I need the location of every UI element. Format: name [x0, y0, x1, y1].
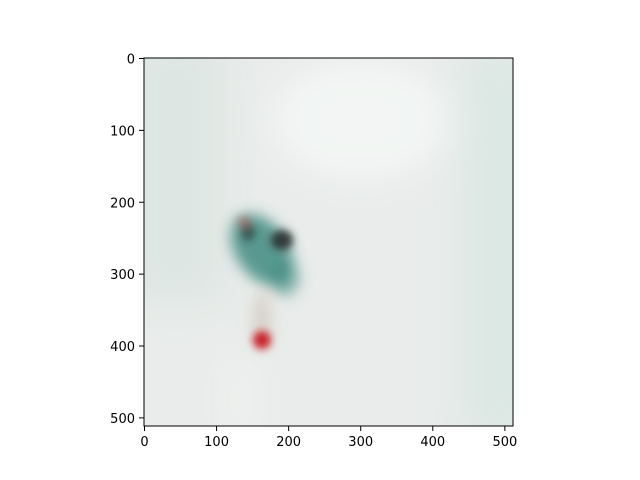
y-tick-label: 400	[110, 340, 135, 355]
x-tick-label: 500	[492, 435, 517, 450]
plot-frame	[143, 57, 514, 427]
y-tick-label: 100	[110, 124, 135, 139]
image-bright-haze	[270, 60, 450, 180]
x-tick-label: 300	[348, 435, 373, 450]
blurred-object	[230, 213, 299, 349]
image-content	[144, 58, 513, 426]
image-left-tint	[144, 58, 220, 300]
x-tick-label: 100	[204, 435, 229, 450]
y-tick-label: 200	[110, 196, 135, 211]
x-tick-label: 400	[420, 435, 445, 450]
y-tick-label: 300	[110, 268, 135, 283]
object-reddish-edge	[237, 216, 251, 228]
image-bottom-streak	[232, 360, 250, 426]
object-red-spot	[253, 331, 271, 349]
image-tints	[144, 58, 513, 426]
x-axis: 0 100 200 300 400 500	[140, 426, 517, 450]
y-tick-label: 500	[110, 412, 135, 427]
x-tick-label: 0	[140, 435, 148, 450]
y-axis: 0 100 200 300 400 500	[110, 53, 144, 427]
object-teal-lower	[271, 260, 299, 296]
x-tick-label: 200	[276, 435, 301, 450]
y-tick-label: 0	[127, 53, 135, 68]
image-right-tint	[465, 58, 513, 426]
object-dark-core	[271, 230, 293, 250]
